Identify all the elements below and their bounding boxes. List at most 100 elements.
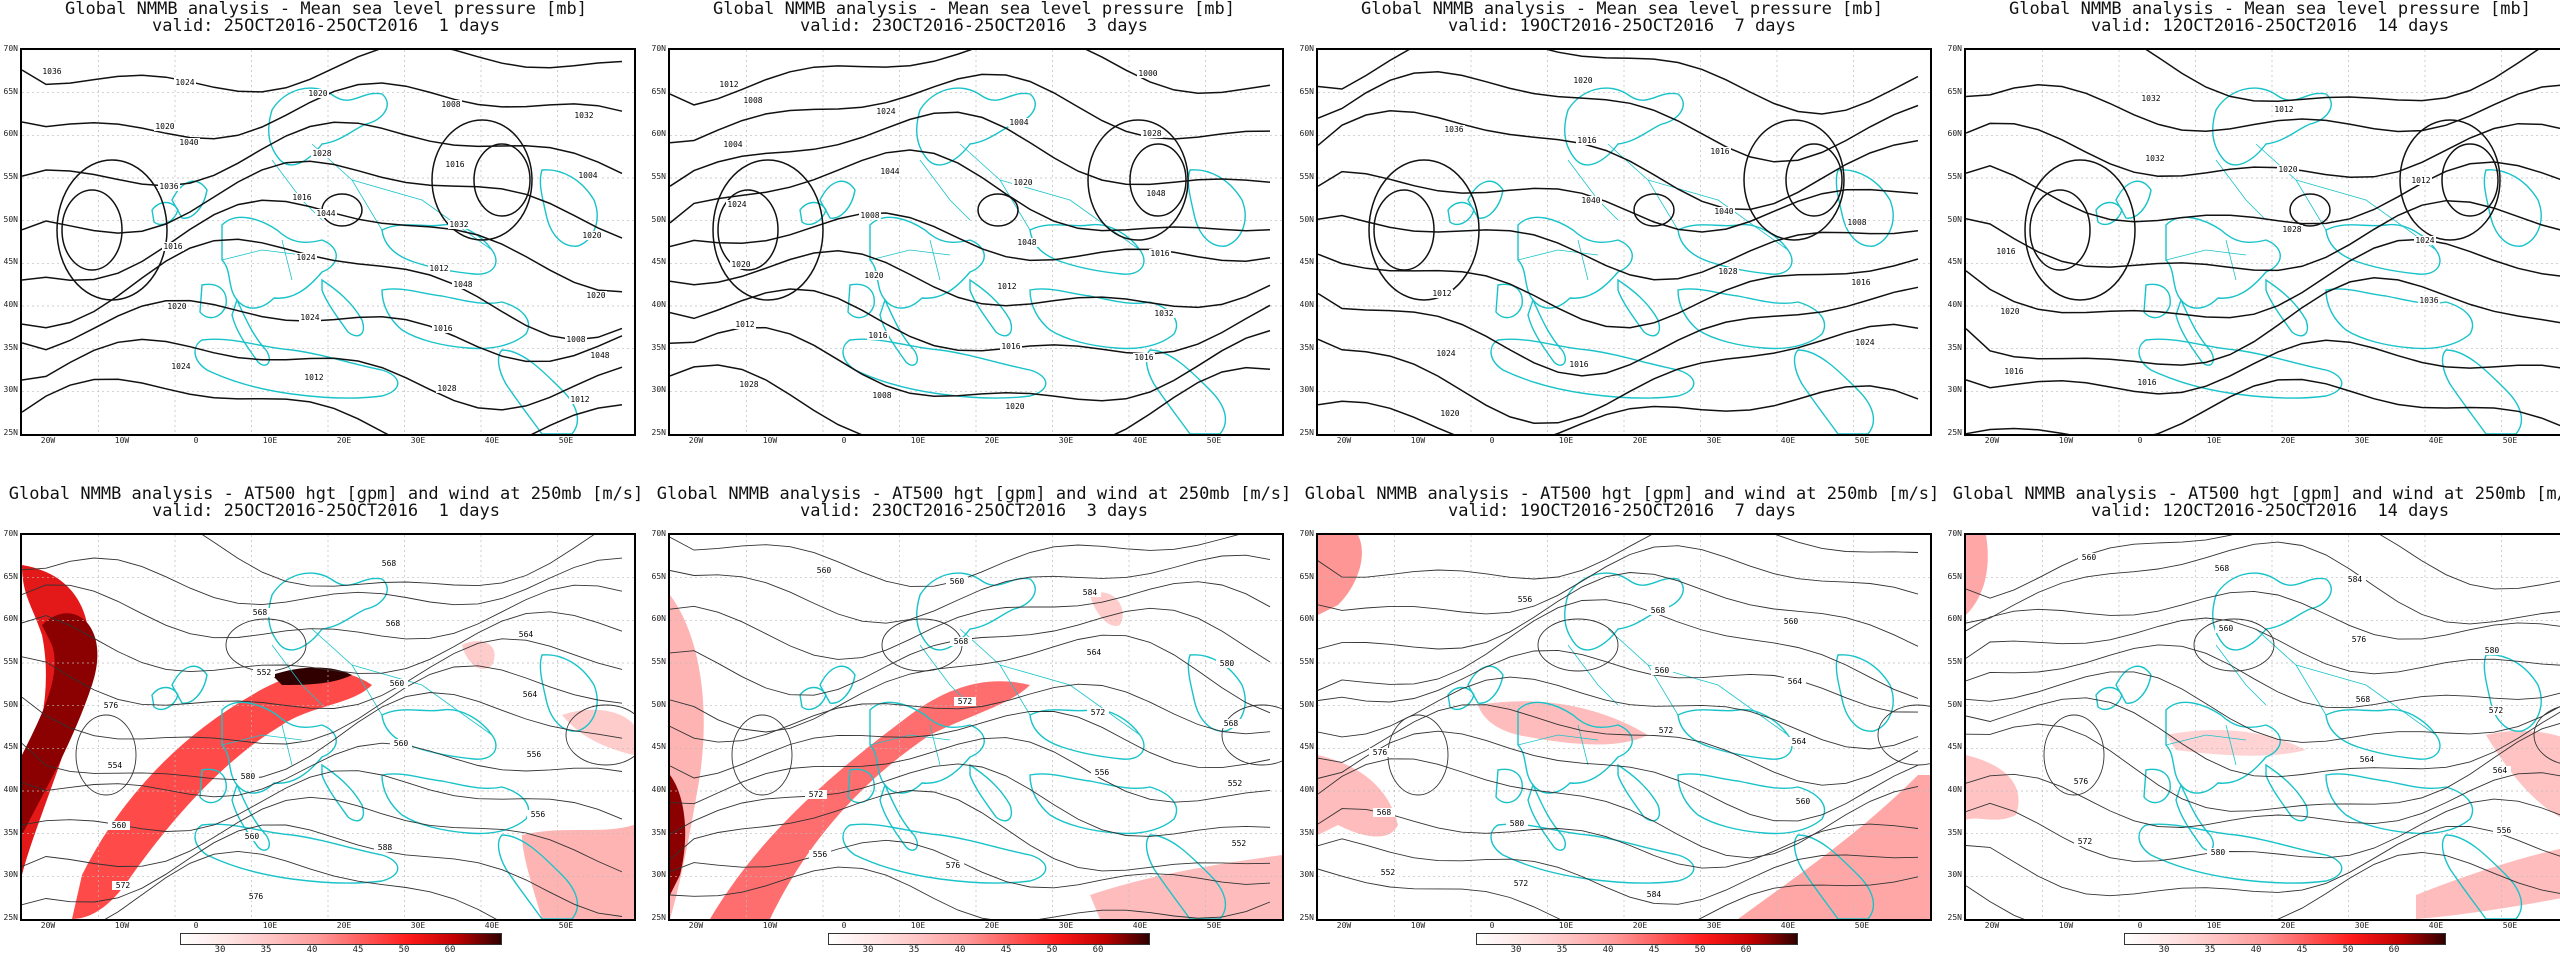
longitude-label: 10E	[1558, 436, 1574, 445]
coastline	[2175, 298, 2214, 366]
map-svg: 572 556 552 560 568 572 552 556 560 564 568 572 576 5…	[670, 535, 1282, 919]
map-svg: 1036 1040 1044 1048 1048 1024 1028 1032 1020 1024…	[22, 50, 634, 434]
colorbar-tick-label: 45	[1648, 945, 1660, 955]
longitude-label: 30E	[410, 921, 426, 930]
isoline	[22, 584, 623, 640]
coastline	[1677, 773, 1826, 835]
contour-label: 580	[241, 772, 256, 781]
coastline	[2095, 201, 2123, 226]
contour-label: 584	[1647, 890, 1662, 899]
closed-isoline	[2193, 618, 2275, 672]
contour-label: 1024	[300, 313, 319, 322]
longitude-label: 30E	[1058, 436, 1074, 445]
coastline	[194, 338, 399, 399]
closed-isoline	[1087, 119, 1189, 241]
map-panel-z500-3d: Global NMMB analysis - AT500 hgt [gpm] a…	[648, 485, 1300, 960]
latitude-label: 35N	[1299, 827, 1314, 837]
coastline	[847, 283, 875, 319]
coastline	[321, 278, 365, 337]
isoline	[202, 535, 595, 587]
closed-isoline	[1537, 618, 1619, 672]
longitude-label: 0	[1489, 436, 1495, 445]
latitude-label: 40N	[1947, 785, 1962, 794]
jet-streak-shading	[1966, 755, 2019, 820]
longitude-label: 20E	[1632, 921, 1648, 930]
country-border	[2255, 143, 2327, 231]
contour-label: 1048	[590, 351, 609, 360]
contour-label: 1036	[1444, 125, 1463, 134]
latitude-label: 55N	[1947, 657, 1962, 666]
isoline	[22, 50, 623, 93]
coastline	[847, 768, 875, 804]
country-border	[1647, 179, 1789, 251]
latitude-label: 30N	[1947, 870, 1962, 880]
contour-label: 572	[116, 881, 131, 890]
latitude-label: 70N	[651, 44, 666, 53]
jet-streak-shading	[522, 825, 634, 919]
latitude-label: 70N	[1947, 44, 1962, 53]
contour-label: 560	[2082, 553, 2097, 562]
latitude-label: 70N	[1299, 44, 1314, 53]
longitude-label: 10W	[762, 436, 778, 445]
latitude-label: 30N	[651, 870, 666, 880]
contour-label: 1016	[1569, 360, 1588, 369]
coastline	[879, 783, 918, 851]
contour-label: 560	[394, 739, 409, 748]
isoline	[670, 763, 1271, 837]
longitude-label: 40E	[484, 436, 500, 445]
contour-label: 572	[1091, 708, 1106, 717]
isoline	[1318, 572, 1919, 650]
isoline	[1318, 110, 1919, 211]
longitude-label: 30E	[1706, 436, 1722, 445]
panel-valid-period: valid: 12OCT2016-25OCT2016 14 days	[2090, 501, 2450, 521]
contour-label: 1016	[1577, 136, 1596, 145]
contour-label: 1020	[1005, 402, 1024, 411]
latitude-label: 70N	[1299, 529, 1314, 538]
isoline	[1966, 590, 2560, 640]
isoline	[670, 288, 1271, 355]
isoline	[1318, 868, 1919, 919]
latitude-label: 50N	[3, 214, 18, 224]
contour-label: 552	[1232, 839, 1247, 848]
coastline	[799, 686, 827, 711]
country-border	[1517, 734, 1599, 746]
isoline	[1966, 378, 2560, 434]
latitude-label: 55N	[651, 657, 666, 666]
latitude-label: 50N	[3, 699, 18, 709]
latitude-label: 30N	[1947, 385, 1962, 395]
isoline	[1318, 704, 1919, 786]
closed-isoline	[2029, 189, 2091, 271]
panel-title: Global NMMB analysis - Mean sea level pr…	[1361, 0, 1883, 19]
contour-label: 1012	[304, 373, 323, 382]
coastline	[819, 665, 856, 704]
latitude-label: 65N	[651, 571, 666, 581]
latitude-label: 25N	[3, 428, 18, 437]
longitude-label: 10E	[262, 436, 278, 445]
jet-streak-shading	[22, 613, 98, 835]
closed-isoline	[61, 189, 123, 271]
longitude-label: 20E	[984, 436, 1000, 445]
isoline	[22, 238, 623, 341]
jet-streak-shading	[2416, 848, 2560, 919]
isoline	[1966, 199, 2560, 272]
contour-label: 576	[1373, 748, 1388, 757]
contour-label: 576	[104, 701, 119, 710]
colorbar-tick-label: 60	[2388, 945, 2400, 955]
contour-label: 560	[1655, 666, 1670, 675]
contour-label: 1012	[570, 395, 589, 404]
isoline	[22, 692, 623, 781]
longitude-label: 50E	[558, 436, 574, 445]
wind-speed-colorbar	[828, 933, 1150, 945]
colorbar-tick-label: 35	[908, 945, 920, 955]
map-svg: 572 560 552 556 560 564 568 572 568 564 576 580 584 5…	[1318, 535, 1930, 919]
country-border	[869, 734, 951, 746]
longitude-label: 20W	[40, 921, 56, 930]
latitude-label: 70N	[3, 44, 18, 53]
contour-label: 572	[1514, 879, 1529, 888]
contour-label: 552	[1228, 779, 1243, 788]
contour-label: 556	[531, 810, 546, 819]
isoline	[1318, 253, 1919, 329]
latitude-label: 70N	[3, 529, 18, 538]
isoline	[670, 111, 1271, 187]
map-canvas: 552 560 556 572 568 560 556 560 576 568 564 554 560 5…	[20, 533, 636, 921]
